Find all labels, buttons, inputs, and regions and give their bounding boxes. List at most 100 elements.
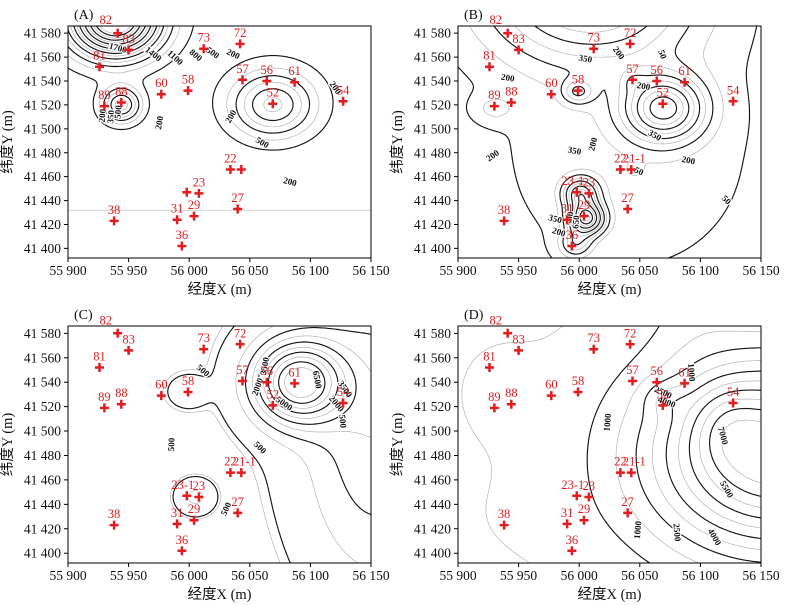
station-label: 73 — [197, 331, 210, 345]
axis-ticks — [64, 332, 372, 567]
contour-value-label: 350 — [646, 128, 663, 144]
y-tick-label: 41 460 — [24, 169, 61, 184]
contour-lines — [458, 26, 758, 258]
station-label: 57 — [626, 363, 639, 377]
y-tick-label: 41 420 — [414, 217, 451, 232]
station-label: 31 — [171, 506, 184, 520]
station-label: 83 — [512, 32, 525, 46]
x-tick-label: 55 900 — [439, 263, 476, 278]
station-label: 82 — [489, 13, 502, 27]
station-label: 29 — [188, 198, 201, 212]
contour-value-label: 200 — [282, 175, 298, 188]
station-label: 36 — [566, 228, 579, 242]
x-tick-label: 56 050 — [231, 263, 268, 278]
y-tick-label: 41 500 — [414, 121, 451, 136]
contour-value-label: 200 — [153, 115, 165, 131]
x-axis-title: 经度X (m) — [577, 281, 641, 298]
station-label: 61 — [678, 64, 691, 78]
y-tick-label: 41 520 — [414, 399, 451, 414]
station-label: 23 — [193, 479, 206, 493]
station-label: 73 — [587, 31, 600, 45]
contour-value-label: 50 — [656, 48, 669, 60]
station-label: 54 — [337, 385, 350, 399]
y-tick-label: 41 420 — [24, 217, 61, 232]
station-label: 52 — [657, 387, 670, 401]
y-tick-label: 41 500 — [24, 121, 61, 136]
x-tick-label: 56 100 — [292, 263, 329, 278]
station-label: 73 — [197, 31, 210, 45]
contour-minor-lines — [162, 326, 371, 563]
y-tick-label: 41 520 — [24, 399, 61, 414]
contour-value-label: 200 — [636, 80, 652, 92]
station-label: 60 — [545, 76, 558, 90]
station-label: 29 — [188, 502, 201, 516]
x-tick-label: 56 150 — [352, 568, 389, 583]
station-label: 72 — [234, 326, 247, 340]
x-tick-label: 56 050 — [231, 568, 268, 583]
y-tick-label: 41 500 — [24, 424, 61, 439]
panel-letter: (B) — [464, 8, 483, 23]
station-label: 56 — [261, 364, 274, 378]
x-tick-label: 56 000 — [171, 568, 208, 583]
station-label: 82 — [99, 313, 112, 327]
station-label: 88 — [505, 386, 518, 400]
station-label: 58 — [182, 73, 195, 87]
station-label: 58 — [182, 374, 195, 388]
station-label: 58 — [572, 73, 585, 87]
station-label: 73 — [587, 331, 600, 345]
plot-border — [67, 325, 372, 564]
contour-value-label: 500 — [337, 414, 348, 429]
x-tick-label: 55 950 — [500, 263, 537, 278]
y-tick-label: 41 440 — [24, 193, 61, 208]
station-label: 38 — [108, 203, 121, 217]
x-axis-title: 经度X (m) — [187, 281, 251, 298]
y-tick-label: 41 540 — [414, 74, 451, 89]
station-label: 31 — [561, 506, 574, 520]
contour-value-label: 200 — [97, 108, 108, 123]
contour-value-label: 500 — [204, 45, 221, 61]
station-label: 83 — [512, 332, 525, 346]
contour-value-label: 350 — [578, 52, 594, 64]
station-label: 22 — [224, 152, 237, 166]
station-label: 60 — [155, 76, 168, 90]
contour-minor-lines — [461, 326, 761, 563]
station-label: 23 — [583, 175, 596, 189]
contour-value-label: 3500 — [258, 356, 271, 376]
y-tick-label: 41 400 — [24, 546, 61, 561]
station-label: 56 — [651, 63, 664, 77]
station-label: 89 — [98, 390, 111, 404]
y-tick-label: 41 540 — [24, 375, 61, 390]
x-tick-label: 55 950 — [500, 568, 537, 583]
contour-value-label: 500 — [166, 437, 176, 451]
station-label: 88 — [115, 85, 128, 99]
x-tick-label: 56 050 — [621, 568, 658, 583]
station-label: 57 — [236, 62, 249, 76]
station-label: 72 — [624, 326, 637, 340]
station-label: 27 — [621, 191, 634, 205]
station-label: 52 — [267, 86, 280, 100]
x-tick-label: 56 150 — [742, 568, 779, 583]
station-label: 81 — [93, 350, 106, 364]
contour-value-label: 200 — [611, 45, 627, 62]
contour-major-lines — [458, 26, 758, 258]
y-tick-label: 41 560 — [24, 50, 61, 65]
station-label: 61 — [288, 64, 301, 78]
contour-value-label: 200 — [484, 147, 501, 163]
station-label: 54 — [727, 385, 740, 399]
station-label: 83 — [122, 32, 135, 46]
x-axis-title: 经度X (m) — [577, 586, 641, 603]
y-axis-title: 纬度Y (m) — [389, 413, 406, 477]
station-label: 89 — [98, 88, 111, 102]
contour-value-label: 500 — [112, 104, 123, 119]
plot-border — [457, 25, 762, 259]
station-label: 89 — [488, 88, 501, 102]
station-label: 31 — [561, 202, 574, 216]
contour-value-label: 6500 — [311, 370, 324, 390]
x-tick-label: 56 050 — [621, 263, 658, 278]
station-label: 56 — [261, 63, 274, 77]
x-tick-label: 55 950 — [110, 263, 147, 278]
station-label: 54 — [727, 83, 740, 97]
